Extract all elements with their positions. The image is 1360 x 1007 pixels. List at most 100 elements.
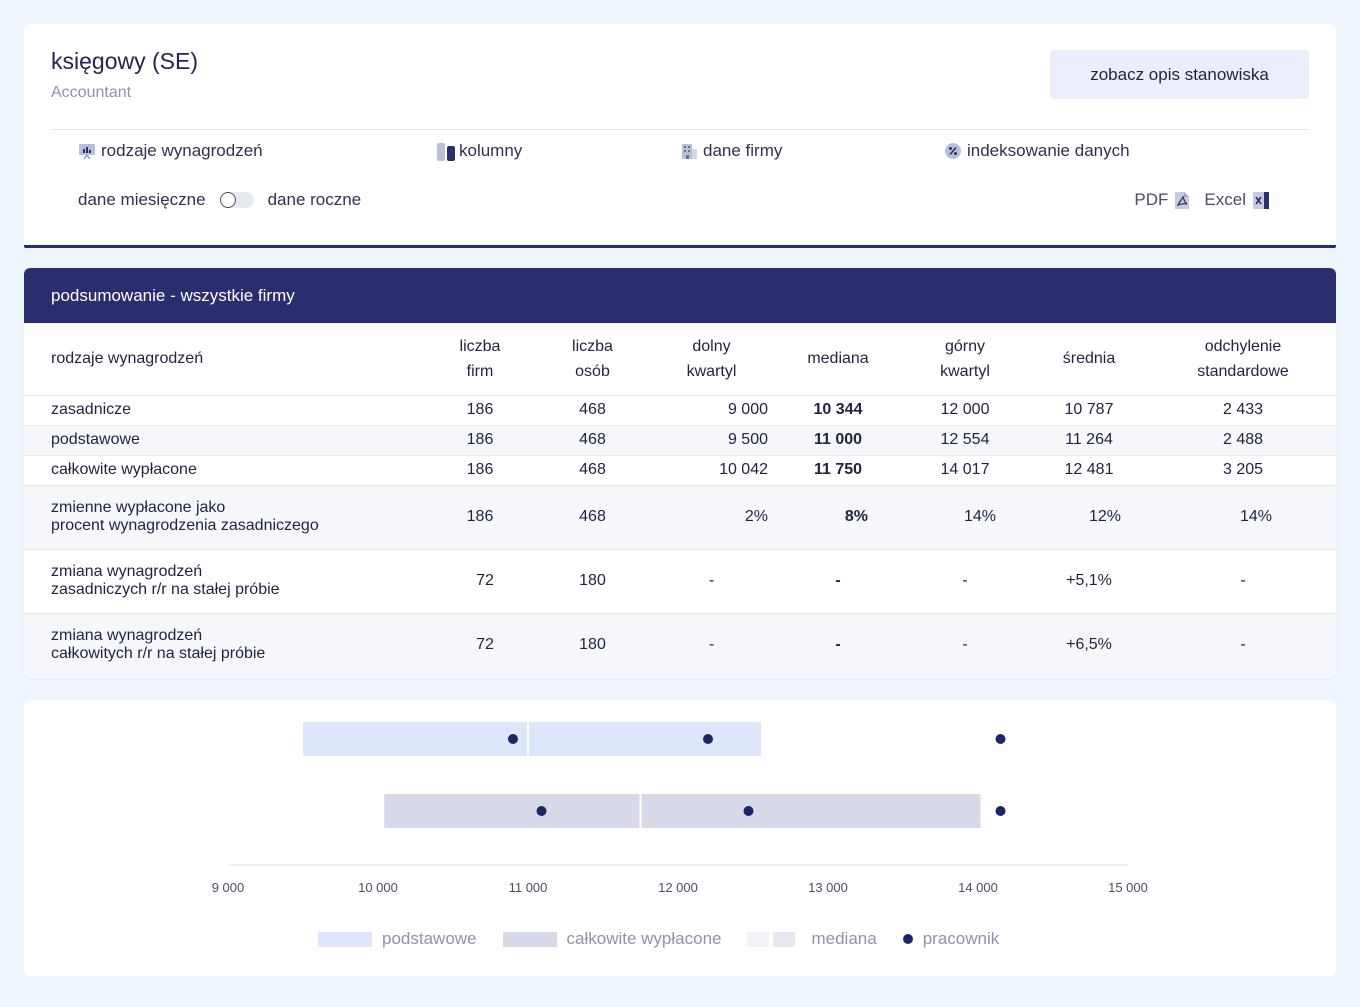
- header-median: mediana: [807, 350, 869, 368]
- legend-swatch-podstawowe: [318, 931, 372, 947]
- company-data-button[interactable]: dane firmy: [680, 140, 782, 162]
- x-tick-label: 15 000: [1108, 880, 1148, 895]
- header-std-deviation: odchylenie standardowe: [1197, 337, 1289, 380]
- legend-label: mediana: [811, 929, 877, 948]
- cell-upper-quartile: -: [962, 572, 968, 589]
- export-excel-label: Excel: [1204, 190, 1246, 209]
- export-excel-button[interactable]: Excel: [1204, 190, 1269, 210]
- building-icon: [680, 142, 698, 160]
- cell-company-count: 186: [466, 431, 494, 448]
- cell-upper-quartile: 12 000: [940, 401, 990, 418]
- summary-table-card: podsumowanie - wszystkie firmy rodzaje w…: [24, 268, 1336, 678]
- legend-item-calkowite: całkowite wypłacone: [502, 929, 722, 949]
- cell-mean: +6,5%: [1066, 636, 1112, 654]
- salary-types-button[interactable]: rodzaje wynagrodzeń: [78, 140, 263, 162]
- page-subtitle: Accountant: [51, 84, 132, 101]
- cell-std-deviation: -: [1240, 572, 1246, 589]
- period-switch[interactable]: [219, 192, 254, 208]
- marker-inner-calkowite: [536, 806, 547, 816]
- bar-lower-podstawowe: [303, 722, 527, 756]
- cell-mean: 12 481: [1064, 461, 1114, 478]
- percent-badge-icon: [944, 142, 962, 160]
- salary-types-label: rodzaje wynagrodzeń: [101, 141, 263, 160]
- cell-lower-quartile: -: [708, 572, 715, 589]
- period-toggle: dane miesięczne dane roczne: [78, 190, 361, 210]
- cell-std-deviation: 2 488: [1222, 431, 1264, 448]
- columns-icon: [436, 142, 455, 161]
- export-links: PDF Excel: [1120, 190, 1269, 210]
- cell-company-count: 72: [476, 636, 494, 654]
- cell-lower-quartile: 2%: [744, 508, 768, 525]
- excel-file-icon: [1252, 191, 1269, 210]
- bar-lower-calkowite: [384, 794, 640, 828]
- marker-mean-podstawowe: [703, 734, 713, 744]
- pdf-file-icon: [1174, 191, 1190, 210]
- x-tick-label: 10 000: [358, 880, 398, 895]
- cell-person-count: 180: [579, 636, 606, 654]
- legend-swatch-mediana: [747, 931, 802, 947]
- legend-item-mediana: mediana: [747, 929, 877, 949]
- cell-company-count: 186: [466, 461, 494, 478]
- annual-data-label[interactable]: dane roczne: [267, 190, 362, 209]
- cell-upper-quartile: 12 554: [940, 431, 990, 448]
- cell-lower-quartile: 9 500: [727, 431, 768, 448]
- company-data-label: dane firmy: [703, 141, 783, 160]
- page-title: księgowy (SE): [51, 48, 198, 74]
- table-title-bar: podsumowanie - wszystkie firmy: [24, 268, 1336, 323]
- row-label: podstawowe: [51, 431, 140, 448]
- marker-employee-podstawowe: [995, 734, 1006, 744]
- cell-person-count: 468: [579, 431, 606, 448]
- summary-table: rodzaje wynagrodzeń liczba firm liczba osó…: [24, 323, 1336, 677]
- marker-inner-podstawowe: [508, 734, 518, 744]
- x-tick-label: 11 000: [509, 880, 548, 895]
- x-tick-label: 9 000: [212, 880, 245, 895]
- header-person-count: liczba osób: [572, 337, 613, 380]
- cell-median: 8%: [844, 508, 868, 525]
- switch-knob: [219, 192, 236, 208]
- legend-dot-pracownik: [902, 934, 913, 944]
- row-label: całkowite wypłacone: [51, 461, 197, 478]
- table-row: zasadnicze 186 468 9 000 10 344 12 000 1…: [24, 395, 1336, 425]
- legend-swatch-calkowite: [502, 931, 557, 947]
- x-tick-label: 14 000: [958, 880, 998, 895]
- header-lower-quartile: dolny kwartyl: [686, 337, 737, 380]
- export-pdf-label: PDF: [1134, 190, 1169, 209]
- legend-item-pracownik: pracownik: [902, 929, 999, 949]
- cell-mean: 10 787: [1064, 401, 1114, 418]
- columns-label: kolumny: [459, 141, 523, 160]
- view-job-description-button[interactable]: zobacz opis stanowiska: [1050, 50, 1309, 99]
- cell-mean: +5,1%: [1066, 572, 1112, 589]
- bar-upper-calkowite: [641, 794, 981, 828]
- row-label: zasadnicze: [51, 401, 132, 418]
- cell-median: 11 000: [813, 431, 863, 448]
- bar-upper-podstawowe: [529, 722, 762, 756]
- columns-button[interactable]: kolumny: [436, 140, 522, 162]
- marker-mean-calkowite: [743, 806, 754, 816]
- cell-company-count: 186: [466, 508, 494, 525]
- legend-label: całkowite wypłacone: [566, 929, 722, 948]
- chart-legend: podstawowe całkowite wypłacone mediana p…: [318, 929, 1025, 949]
- table-row: całkowite wypłacone 186 468 10 042 11 75…: [24, 455, 1336, 485]
- cell-std-deviation: -: [1240, 636, 1246, 654]
- cell-upper-quartile: -: [962, 636, 968, 654]
- monthly-data-label[interactable]: dane miesięczne: [78, 190, 206, 209]
- marker-employee-calkowite: [995, 806, 1006, 816]
- cell-median: 11 750: [813, 461, 863, 478]
- cell-std-deviation: 2 433: [1222, 401, 1264, 418]
- cell-median: 10 344: [813, 401, 863, 418]
- cell-std-deviation: 3 205: [1222, 461, 1264, 478]
- data-indexing-label: indeksowanie danych: [967, 141, 1130, 160]
- table-row: zmiana wynagrodzeń zasadniczych r/r na st…: [24, 549, 1336, 613]
- table-row: podstawowe 186 468 9 500 11 000 12 554 1…: [24, 425, 1336, 455]
- cell-person-count: 468: [579, 461, 606, 478]
- cell-mean: 12%: [1088, 508, 1121, 525]
- header-mean: średnia: [1062, 350, 1116, 368]
- divider: [51, 129, 1309, 130]
- table-title: podsumowanie - wszystkie firmy: [51, 285, 295, 305]
- cell-upper-quartile: 14 017: [940, 461, 990, 478]
- export-pdf-button[interactable]: PDF: [1134, 190, 1190, 210]
- cell-std-deviation: 14%: [1239, 508, 1272, 525]
- data-indexing-button[interactable]: indeksowanie danych: [944, 140, 1130, 162]
- legend-item-podstawowe: podstawowe: [318, 929, 477, 949]
- header-company-count: liczba firm: [459, 337, 501, 380]
